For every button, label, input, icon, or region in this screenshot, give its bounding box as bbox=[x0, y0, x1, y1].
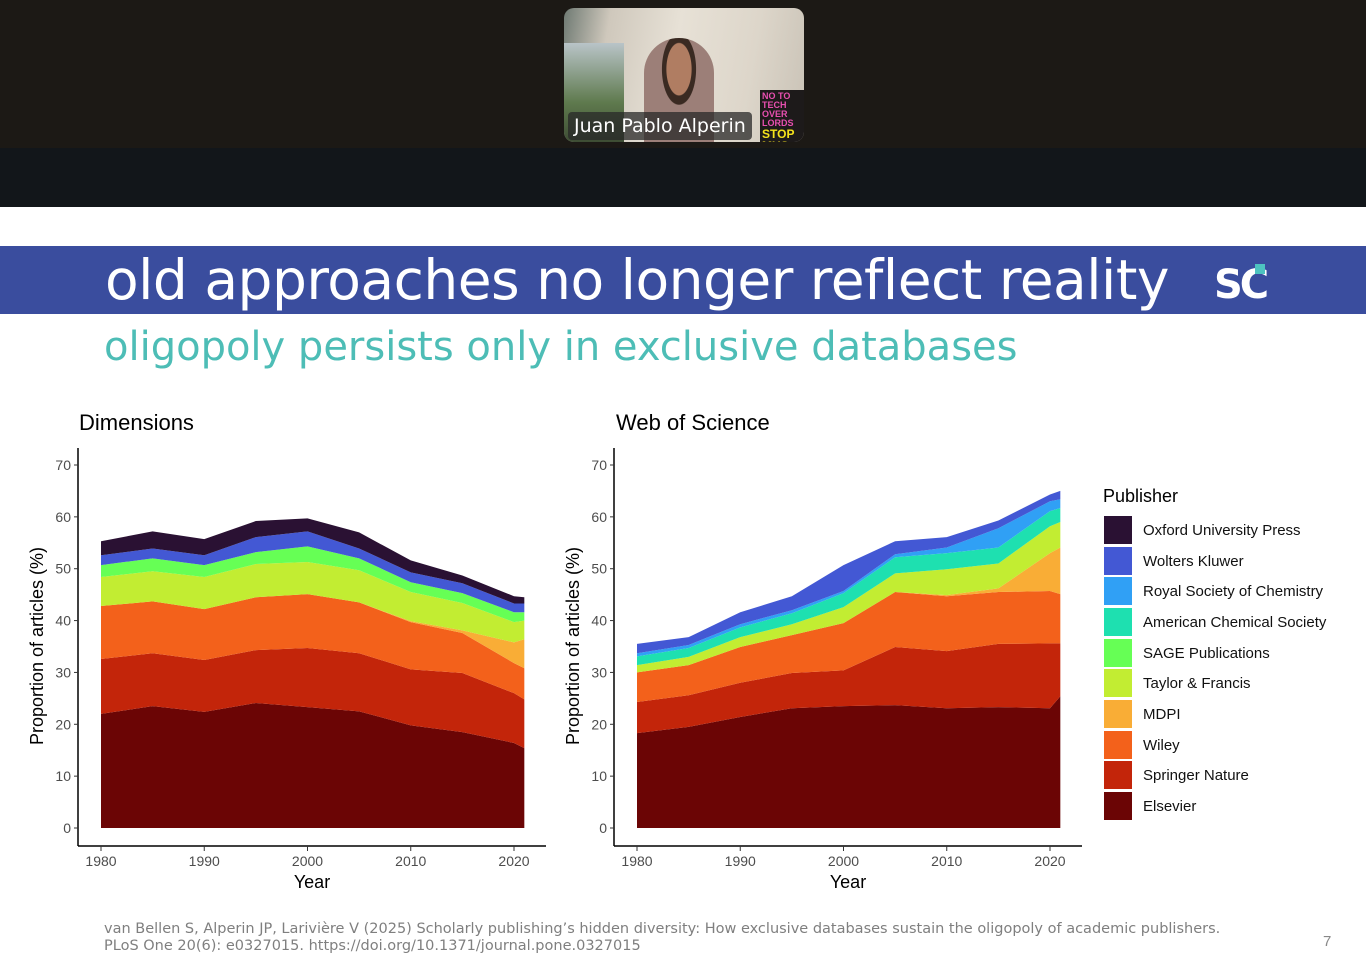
citation: van Bellen S, Alperin JP, Larivière V (2… bbox=[104, 921, 1221, 954]
legend-item: Royal Society of Chemistry bbox=[1104, 577, 1323, 605]
y-tick-label: 60 bbox=[55, 509, 71, 525]
y-tick-label: 70 bbox=[591, 457, 607, 473]
legend-item: Wolters Kluwer bbox=[1104, 547, 1244, 575]
legend-item: Wiley bbox=[1104, 731, 1180, 759]
area-wiley bbox=[101, 594, 525, 700]
x-tick-label: 1990 bbox=[725, 853, 756, 869]
legend-label: MDPI bbox=[1143, 705, 1181, 723]
y-tick-label: 50 bbox=[591, 561, 607, 577]
video-background-poster: NO TO TECH OVER LORDS STOP MUS bbox=[760, 90, 804, 142]
legend-label: SAGE Publications bbox=[1143, 644, 1270, 662]
area-wolters-kluwer bbox=[101, 531, 525, 613]
y-tick-label: 0 bbox=[63, 820, 71, 836]
legend-label: Wolters Kluwer bbox=[1143, 552, 1244, 570]
area-springer-nature bbox=[637, 643, 1061, 734]
legend-swatch bbox=[1104, 547, 1132, 575]
legend-label: Wiley bbox=[1143, 736, 1180, 754]
y-tick-label: 40 bbox=[55, 613, 71, 629]
page-number: 7 bbox=[1323, 933, 1332, 950]
video-call-bar-lower bbox=[0, 148, 1366, 207]
y-tick-label: 50 bbox=[55, 561, 71, 577]
y-tick-label: 30 bbox=[591, 664, 607, 680]
legend-item: Elsevier bbox=[1104, 792, 1196, 820]
area-springer-nature bbox=[101, 648, 525, 749]
area-elsevier bbox=[637, 696, 1061, 828]
x-tick-label: 1990 bbox=[189, 853, 220, 869]
legend-item: Taylor & Francis bbox=[1104, 669, 1251, 697]
y-tick-label: 70 bbox=[55, 457, 71, 473]
x-tick-label: 2010 bbox=[931, 853, 962, 869]
participant-video-tile[interactable]: NO TO TECH OVER LORDS STOP MUS Juan Pabl… bbox=[564, 8, 804, 142]
poster-text-2: STOP MUS bbox=[762, 127, 795, 142]
y-tick-label: 20 bbox=[55, 716, 71, 732]
legend-item: SAGE Publications bbox=[1104, 639, 1270, 667]
legend-label: Elsevier bbox=[1143, 797, 1197, 815]
legend-item: Oxford University Press bbox=[1104, 516, 1301, 544]
y-tick-label: 0 bbox=[599, 820, 607, 836]
chart-title-dimensions: Dimensions bbox=[79, 410, 194, 435]
legend-label: Oxford University Press bbox=[1143, 521, 1301, 539]
slide-subtitle: oligopoly persists only in exclusive dat… bbox=[104, 324, 1018, 370]
area-elsevier bbox=[101, 703, 525, 828]
y-tick-label: 10 bbox=[55, 768, 71, 784]
x-tick-label: 2010 bbox=[395, 853, 426, 869]
legend-swatch bbox=[1104, 700, 1132, 728]
legend-label: American Chemical Society bbox=[1143, 613, 1327, 631]
x-tick-label: 1980 bbox=[621, 853, 652, 869]
poster-text: NO TO TECH OVER LORDS bbox=[762, 91, 794, 128]
y-tick-label: 20 bbox=[591, 716, 607, 732]
legend-swatch bbox=[1104, 761, 1132, 789]
legend-swatch bbox=[1104, 608, 1132, 636]
x-axis-label: Year bbox=[294, 872, 330, 892]
legend-item: MDPI bbox=[1104, 700, 1181, 728]
y-tick-label: 10 bbox=[591, 768, 607, 784]
x-tick-label: 2020 bbox=[1034, 853, 1065, 869]
legend-swatch bbox=[1104, 577, 1132, 605]
legend-swatch bbox=[1104, 731, 1132, 759]
x-axis-label: Year bbox=[830, 872, 866, 892]
legend-item: Springer Nature bbox=[1104, 761, 1249, 789]
y-tick-label: 30 bbox=[55, 664, 71, 680]
chart-title-wos: Web of Science bbox=[616, 410, 770, 435]
legend-label: Springer Nature bbox=[1143, 766, 1249, 784]
y-axis-label: Proportion of articles (%) bbox=[563, 547, 583, 745]
area-sage-publications bbox=[101, 546, 525, 623]
area-oxford-university-press bbox=[101, 518, 525, 604]
area-taylor-francis bbox=[101, 561, 525, 643]
y-axis-label: Proportion of articles (%) bbox=[27, 547, 47, 745]
legend-swatch bbox=[1104, 516, 1132, 544]
x-tick-label: 1980 bbox=[85, 853, 116, 869]
y-tick-label: 60 bbox=[591, 509, 607, 525]
logo-accent bbox=[1255, 264, 1265, 274]
legend-label: Taylor & Francis bbox=[1143, 674, 1251, 692]
x-tick-label: 2000 bbox=[292, 853, 323, 869]
area-wolters-kluwer bbox=[637, 490, 1061, 654]
participant-name: Juan Pablo Alperin bbox=[568, 112, 752, 140]
legend-title: Publisher bbox=[1103, 486, 1179, 506]
legend-item: American Chemical Society bbox=[1104, 608, 1326, 636]
slide-title: old approaches no longer reflect reality bbox=[105, 248, 1169, 312]
legend-swatch bbox=[1104, 669, 1132, 697]
legend-swatch bbox=[1104, 792, 1132, 820]
x-tick-label: 2000 bbox=[828, 853, 859, 869]
legend-swatch bbox=[1104, 639, 1132, 667]
slide-title-banner bbox=[0, 246, 1366, 314]
x-tick-label: 2020 bbox=[498, 853, 529, 869]
y-tick-label: 40 bbox=[591, 613, 607, 629]
legend-label: Royal Society of Chemistry bbox=[1143, 582, 1324, 600]
area-wiley bbox=[637, 591, 1061, 702]
